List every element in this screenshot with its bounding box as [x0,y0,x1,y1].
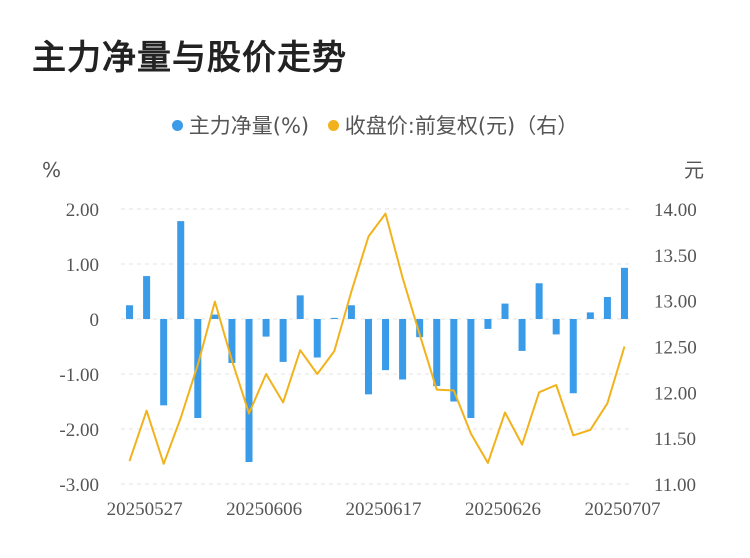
grid-layer [121,208,633,485]
bar-main-net [126,305,134,319]
chart-title: 主力净量与股价走势 [32,38,347,78]
x-tick-label: 20250626 [465,499,541,520]
bar-main-net [245,319,253,462]
bar-main-net [382,319,390,371]
right-tick-label: 14.00 [654,200,697,221]
bar-main-net [296,295,304,319]
axis-layer: 2.00 1.00 0 -1.00 -2.00 -3.00 14.00 13.50 13.00 1… [42,158,704,520]
right-axis-unit: 元 [684,158,704,182]
x-tick-label: 20250606 [226,499,302,520]
right-tick-label: 13.00 [654,292,697,313]
legend-item-close-price[interactable]: 收盘价:前复权(元)（右） [327,110,579,140]
bar-main-net [467,319,475,418]
legend-label-main-net: 主力净量(%) [188,114,310,138]
bar-layer [126,221,628,462]
bar-main-net [603,297,611,319]
bar-main-net [347,305,355,319]
x-tick-label: 20250617 [346,499,422,520]
bar-main-net [552,319,560,335]
legend-dot-blue [171,119,183,131]
bar-main-net [177,221,185,319]
bar-main-net [620,267,628,319]
right-tick-label: 11.50 [654,429,696,450]
bar-main-net [518,319,526,351]
left-tick-label: 0 [90,310,100,331]
bar-main-net [313,319,321,358]
bar-main-net [501,303,509,319]
left-tick-label: -1.00 [59,365,99,386]
bar-main-net [143,276,151,319]
legend-item-main-net[interactable]: 主力净量(%) [171,110,310,140]
x-tick-label: 20250527 [107,499,183,520]
bar-main-net [211,314,219,319]
left-tick-label: -2.00 [59,420,99,441]
bar-main-net [279,319,287,362]
legend-label-close-price: 收盘价:前复权(元)（右） [344,114,579,138]
bar-main-net [330,317,338,319]
left-tick-label: -3.00 [59,475,99,496]
x-tick-label: 20250707 [584,499,660,520]
bar-main-net [416,319,424,338]
bar-main-net [228,319,236,363]
bar-main-net [569,319,577,394]
left-axis-unit: % [42,158,61,182]
bar-main-net [484,319,492,329]
close-price-line [128,212,626,465]
left-tick-label: 2.00 [66,200,99,221]
bar-main-net [364,319,372,395]
bar-main-net [433,319,441,387]
bar-main-net [194,319,202,418]
bar-main-net [160,319,168,406]
bar-main-net [399,319,407,380]
line-layer [128,212,626,465]
right-tick-label: 12.50 [654,338,697,359]
right-tick-label: 12.00 [654,383,697,404]
bar-main-net [450,319,458,402]
left-tick-label: 1.00 [66,255,99,276]
bar-main-net [262,319,270,337]
legend-dot-yellow [327,119,339,131]
bar-main-net [535,283,543,319]
bar-main-net [586,312,594,319]
right-tick-label: 13.50 [654,246,697,267]
legend: 主力净量(%) 收盘价:前复权(元)（右） [0,110,750,140]
right-tick-label: 11.00 [654,475,696,496]
